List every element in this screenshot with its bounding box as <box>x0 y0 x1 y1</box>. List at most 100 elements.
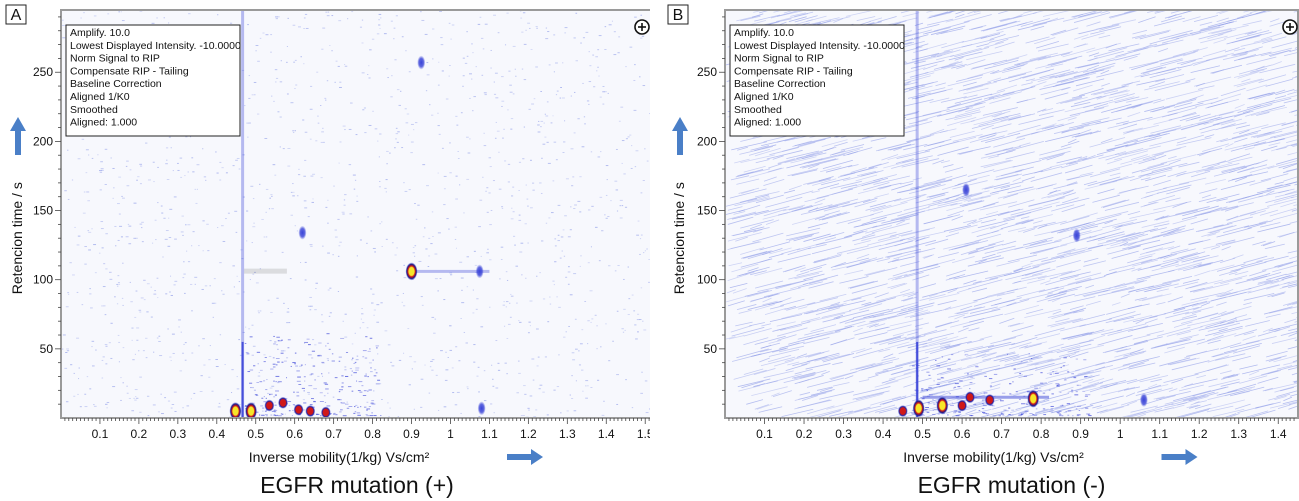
x-tick-label: 1.3 <box>1230 427 1247 441</box>
y-tick-label: 100 <box>697 273 717 287</box>
x-tick-label: 1 <box>447 427 454 441</box>
data-peak <box>1027 389 1040 408</box>
x-tick-label: 0.4 <box>208 427 225 441</box>
data-peak <box>957 399 968 412</box>
panel-letter: B <box>673 7 684 24</box>
x-tick-label: 1.1 <box>1151 427 1168 441</box>
info-line: Lowest Displayed Intensity. -10.0000 <box>734 40 905 52</box>
data-peak <box>405 262 418 281</box>
data-peak <box>1139 393 1148 408</box>
info-line: Norm Signal to RIP <box>734 53 824 65</box>
x-tick-label: 0.1 <box>756 427 773 441</box>
x-tick-label: 0.2 <box>131 427 148 441</box>
rip-base <box>241 341 244 418</box>
x-tick-label: 0.8 <box>1033 427 1050 441</box>
info-line: Smoothed <box>734 104 782 116</box>
y-tick-label: 250 <box>33 65 53 79</box>
data-peak <box>912 399 925 418</box>
x-tick-label: 0.7 <box>325 427 342 441</box>
chart-svg: 0.1 0.2 0.3 0.4 0.5 0.6 0.7 0.8 0.9 1 1.1 1.2 1.3 1.4… <box>5 4 650 498</box>
x-axis-label: Inverse mobility(1/kg) Vs/cm² <box>249 449 430 465</box>
info-line: Aligned: 1.000 <box>70 117 137 129</box>
rip-line <box>241 10 245 418</box>
x-tick-label: 1.2 <box>1191 427 1208 441</box>
data-peak <box>264 399 275 412</box>
x-axis-label: Inverse mobility(1/kg) Vs/cm² <box>903 449 1084 465</box>
x-tick-label: 0.9 <box>1072 427 1089 441</box>
x-tick-label: 0.4 <box>875 427 892 441</box>
x-tick-label: 1 <box>1117 427 1124 441</box>
x-tick-label: 0.5 <box>914 427 931 441</box>
info-line: Lowest Displayed Intensity. -10.0000 <box>70 40 241 52</box>
data-peak <box>475 264 484 279</box>
x-tick-label: 1.2 <box>520 427 537 441</box>
x-tick-label: 0.3 <box>169 427 186 441</box>
data-peak <box>298 225 307 240</box>
x-axis: 0.1 0.2 0.3 0.4 0.5 0.6 0.7 0.8 0.9 1 1.1 1.2 1.3 1.4… <box>64 418 650 441</box>
x-tick-label: 0.9 <box>403 427 420 441</box>
x-tick-label: 1.4 <box>1270 427 1287 441</box>
data-peak <box>229 402 242 418</box>
x-axis: 0.1 0.2 0.3 0.4 0.5 0.6 0.7 0.8 0.9 1 1.1 1.2 1.3 1.4 <box>728 418 1295 441</box>
panel-letter: A <box>11 7 22 24</box>
y-axis-label: Retencion time / s <box>671 182 687 294</box>
data-peak <box>965 391 976 404</box>
info-line: Amplify. 10.0 <box>734 27 794 39</box>
data-peak <box>984 394 995 407</box>
x-tick-label: 0.8 <box>364 427 381 441</box>
y-tick-label: 250 <box>697 65 717 79</box>
y-tick-label: 150 <box>697 204 717 218</box>
data-peak <box>477 401 486 416</box>
y-tick-label: 200 <box>33 134 53 148</box>
data-peak <box>320 406 331 418</box>
y-tick-label: 100 <box>33 273 53 287</box>
info-line: Compensate RIP - Tailing <box>734 65 853 77</box>
chart-panel-a: 0.1 0.2 0.3 0.4 0.5 0.6 0.7 0.8 0.9 1 1.1 1.2 1.3 1.4… <box>5 4 650 498</box>
x-tick-label: 1.3 <box>559 427 576 441</box>
info-line: Baseline Correction <box>734 78 826 90</box>
info-box-frame <box>729 24 905 137</box>
panel-letter-box <box>667 4 689 25</box>
x-tick-label: 1.1 <box>481 427 498 441</box>
y-axis-label: Retencion time / s <box>9 182 25 294</box>
info-line: Aligned 1/K0 <box>70 91 130 103</box>
plot-frame <box>724 9 1299 419</box>
data-peak <box>936 396 949 415</box>
info-line: Aligned 1/K0 <box>734 91 794 103</box>
rip-artifact <box>244 268 287 274</box>
peak-tail <box>411 269 490 273</box>
x-tick-label: 0.3 <box>835 427 852 441</box>
info-line: Amplify. 10.0 <box>70 27 130 39</box>
data-peak <box>897 405 908 418</box>
y-axis: 50 100 150 200 250 <box>697 16 725 405</box>
panel-letter-box <box>5 4 27 25</box>
data-peak <box>293 403 304 416</box>
x-tick-label: 0.2 <box>796 427 813 441</box>
x-tick-label: 0.6 <box>954 427 971 441</box>
info-box-frame <box>65 24 241 137</box>
arrow-right-icon <box>1161 449 1198 465</box>
panel-caption: EGFR mutation (-) <box>918 472 1106 498</box>
x-tick-label: 0.5 <box>247 427 264 441</box>
data-peak <box>1072 228 1081 243</box>
y-axis: 50 100 150 200 250 <box>33 16 61 405</box>
y-tick-label: 50 <box>704 342 718 356</box>
data-peak <box>245 402 258 418</box>
x-tick-label: 1.5 <box>637 427 650 441</box>
data-peak <box>417 55 426 70</box>
chart-panel-b: 0.1 0.2 0.3 0.4 0.5 0.6 0.7 0.8 0.9 1 1.1 1.2 1.3 1.4… <box>662 0 1299 501</box>
rip-base <box>916 341 919 418</box>
x-tick-label: 0.6 <box>286 427 303 441</box>
info-line: Compensate RIP - Tailing <box>70 65 189 77</box>
info-line: Smoothed <box>70 104 118 116</box>
y-tick-label: 50 <box>40 342 54 356</box>
arrow-up-icon <box>672 117 688 155</box>
info-line: Baseline Correction <box>70 78 162 90</box>
x-tick-label: 0.1 <box>92 427 109 441</box>
chart-svg: 0.1 0.2 0.3 0.4 0.5 0.6 0.7 0.8 0.9 1 1.1 1.2 1.3 1.4… <box>667 4 1299 498</box>
info-line: Aligned: 1.000 <box>734 117 801 129</box>
data-peak <box>305 405 316 418</box>
y-tick-label: 200 <box>697 134 717 148</box>
